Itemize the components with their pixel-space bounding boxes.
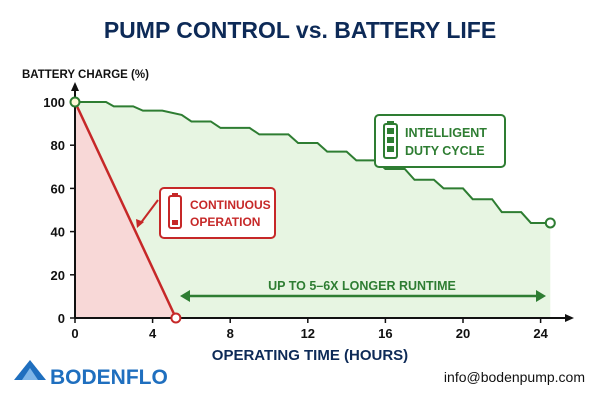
y-tick-label-4: 80: [51, 138, 65, 153]
continuous-operation-callout: CONTINUOUS OPERATION: [136, 187, 276, 239]
runtime-arrowhead-left: [180, 290, 190, 302]
x-tick-label-5: 20: [456, 326, 470, 341]
continuous-pointer-arrowhead: [136, 219, 144, 228]
x-tick-label-1: 4: [149, 326, 157, 341]
duty-label-line2: DUTY CYCLE: [405, 144, 485, 158]
duty-cycle-area-fill: [75, 102, 551, 318]
series-lines: [73, 101, 551, 319]
duty-cycle-end-marker: [544, 217, 556, 229]
logo-text: BODENFLO: [50, 366, 168, 389]
continuous-label-line2: OPERATION: [190, 215, 260, 229]
axes: [70, 82, 574, 323]
contact-email: info@bodenpump.com: [444, 369, 585, 385]
duty-label-line1: INTELLIGENT: [405, 126, 487, 140]
start-point-marker: [69, 96, 81, 108]
y-tick-label-3: 60: [51, 181, 65, 196]
continuous-end-marker: [170, 312, 182, 324]
runtime-comparison-arrow: UP TO 5–6X LONGER RUNTIME: [180, 279, 546, 302]
battery-full-icon: [383, 121, 398, 159]
x-axis-arrowhead: [565, 314, 574, 322]
y-axis-arrowhead: [71, 82, 79, 91]
duty-callout-box: [374, 114, 506, 168]
x-tick-label-0: 0: [71, 326, 78, 341]
x-axis-label: OPERATING TIME (HOURS): [212, 347, 408, 364]
battery-low-icon: [168, 193, 182, 229]
x-tick-label-2: 8: [227, 326, 234, 341]
duty-cycle-callout: INTELLIGENT DUTY CYCLE: [374, 114, 506, 168]
x-tick-label-3: 12: [301, 326, 315, 341]
series-markers: [69, 96, 556, 324]
continuous-label-line1: CONTINUOUS: [190, 198, 271, 212]
x-tick-label-6: 24: [533, 326, 548, 341]
y-tick-label-5: 100: [43, 95, 65, 110]
duty-cycle-line: [75, 101, 551, 224]
y-axis-label: BATTERY CHARGE (%): [22, 69, 149, 81]
y-tick-label-1: 20: [51, 268, 65, 283]
chart-title: PUMP CONTROL vs. BATTERY LIFE: [104, 17, 496, 43]
continuous-pointer-line: [139, 199, 159, 225]
tick-labels: 0 4 8 12 16 20 24 0 20 40 60 80 100: [43, 95, 548, 341]
continuous-line: [73, 101, 178, 319]
y-tick-label-0: 0: [58, 311, 65, 326]
continuous-callout-box: [159, 187, 276, 239]
bodenflo-logo: BODENFLO: [14, 360, 168, 389]
y-tick-label-2: 40: [51, 225, 65, 240]
runtime-label: UP TO 5–6X LONGER RUNTIME: [268, 279, 456, 293]
x-tick-label-4: 16: [378, 326, 392, 341]
runtime-arrowhead-right: [536, 290, 546, 302]
